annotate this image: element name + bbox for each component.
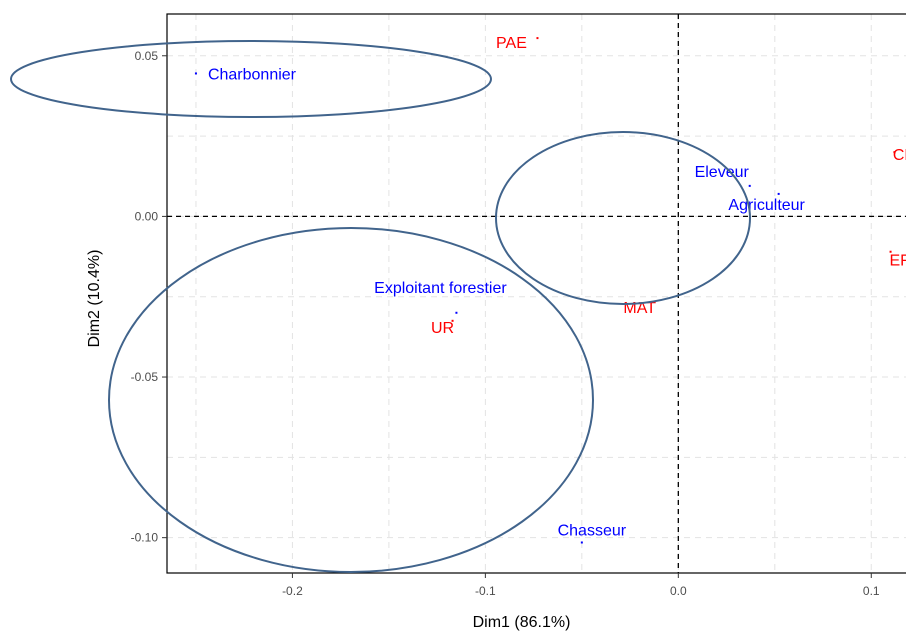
point-label: EFA [889,253,906,270]
y-tick-label: -0.10 [131,531,159,545]
point-label: Chasseur [558,522,627,539]
axis-ticks: -0.2 -0.1 0.0 0.1 -0.10 -0.05 0.00 0.05 [131,49,880,598]
annotation-ellipses [10,40,751,573]
grid-layer [167,14,906,573]
y-axis-title: Dim2 (10.4%) [86,250,103,348]
point-label: PAE [496,35,527,52]
point-label: CD [893,147,906,164]
data-point [889,250,892,253]
point-label: UR [431,320,454,337]
x-axis-title: Dim1 (86.1%) [473,614,571,631]
point-label: Charbonnier [208,66,297,83]
panel-border [166,13,906,574]
point-label: Exploitant forestier [374,280,507,297]
y-tick-label: 0.00 [135,209,159,223]
data-point [748,184,751,187]
x-tick-label: -0.2 [282,584,303,598]
x-tick-label: 0.1 [863,584,880,598]
point-label: Agriculteur [728,197,805,214]
points-layer [194,37,896,544]
x-tick-label: -0.1 [475,584,496,598]
data-point [580,541,583,544]
y-tick-label: -0.05 [131,370,159,384]
data-point [893,151,896,154]
point-label: Eleveur [695,164,750,181]
y-tick-label: 0.05 [135,49,159,63]
cluster-ellipse [108,227,594,573]
data-point [194,72,197,75]
data-point [451,319,454,322]
data-point [536,37,539,40]
cluster-ellipse [10,40,492,118]
data-point [777,192,780,195]
point-labels-layer: Charbonnier Eleveur Agriculteur Exploitant … [208,35,906,539]
cluster-ellipse [495,131,751,305]
data-point [455,311,458,314]
x-tick-label: 0.0 [670,584,687,598]
reference-lines [167,14,906,573]
